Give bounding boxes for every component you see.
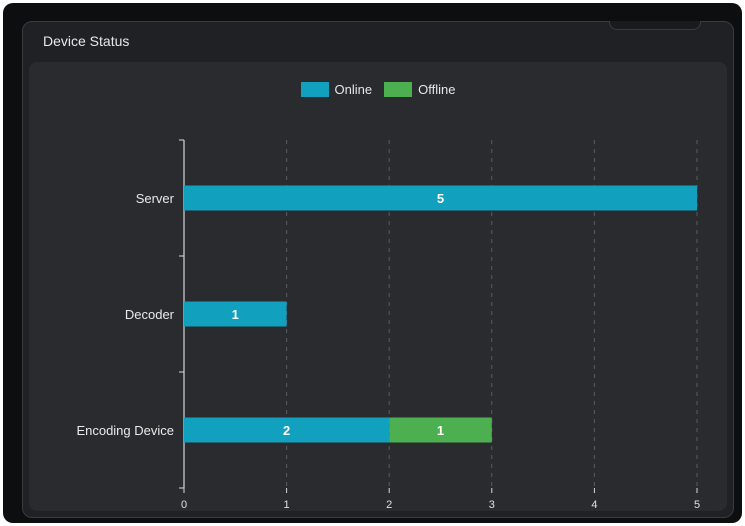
legend-label-online: Online <box>334 82 373 97</box>
legend-swatch-online <box>300 82 329 97</box>
x-tick-label: 2 <box>386 499 392 511</box>
legend-item-online[interactable]: Online <box>300 82 373 97</box>
x-tick-label: 5 <box>694 499 700 511</box>
bar-chart: 0 1 2 3 4 5 Server 5 Decoder 1 Encoding Device 2 1 <box>76 139 700 511</box>
bar-value-label: 2 <box>283 423 290 438</box>
bar-value-label: 1 <box>437 423 444 438</box>
bar-offline <box>389 417 492 443</box>
category-label: Decoder <box>125 307 175 322</box>
bar-value-label: 1 <box>232 307 239 322</box>
bar-online <box>184 301 287 327</box>
legend-label-offline: Offline <box>418 82 456 97</box>
legend-swatch-offline <box>384 82 413 97</box>
panel-title: Device Status <box>43 33 130 49</box>
category-label: Encoding Device <box>76 423 174 438</box>
bar-online <box>184 185 697 211</box>
window-frame: Device Status Online Offline 0 1 2 3 4 5 Serve… <box>3 3 742 523</box>
x-tick-label: 0 <box>181 499 187 511</box>
chart-legend: Online Offline <box>29 82 727 97</box>
x-tick-label: 1 <box>284 499 290 511</box>
panel-header: Device Status <box>23 21 733 62</box>
category-label: Server <box>136 191 175 206</box>
bar-online <box>184 417 390 443</box>
x-tick-label: 3 <box>489 499 495 511</box>
chart-area: Online Offline 0 1 2 3 4 5 Server 5 Decoder 1 Enco… <box>29 62 727 511</box>
device-status-panel: Device Status Online Offline 0 1 2 3 4 5 Serve… <box>22 21 734 518</box>
x-tick-label: 4 <box>591 499 597 511</box>
legend-item-offline[interactable]: Offline <box>384 82 455 97</box>
header-tab-decoration <box>609 21 701 30</box>
bar-value-label: 5 <box>437 191 444 206</box>
